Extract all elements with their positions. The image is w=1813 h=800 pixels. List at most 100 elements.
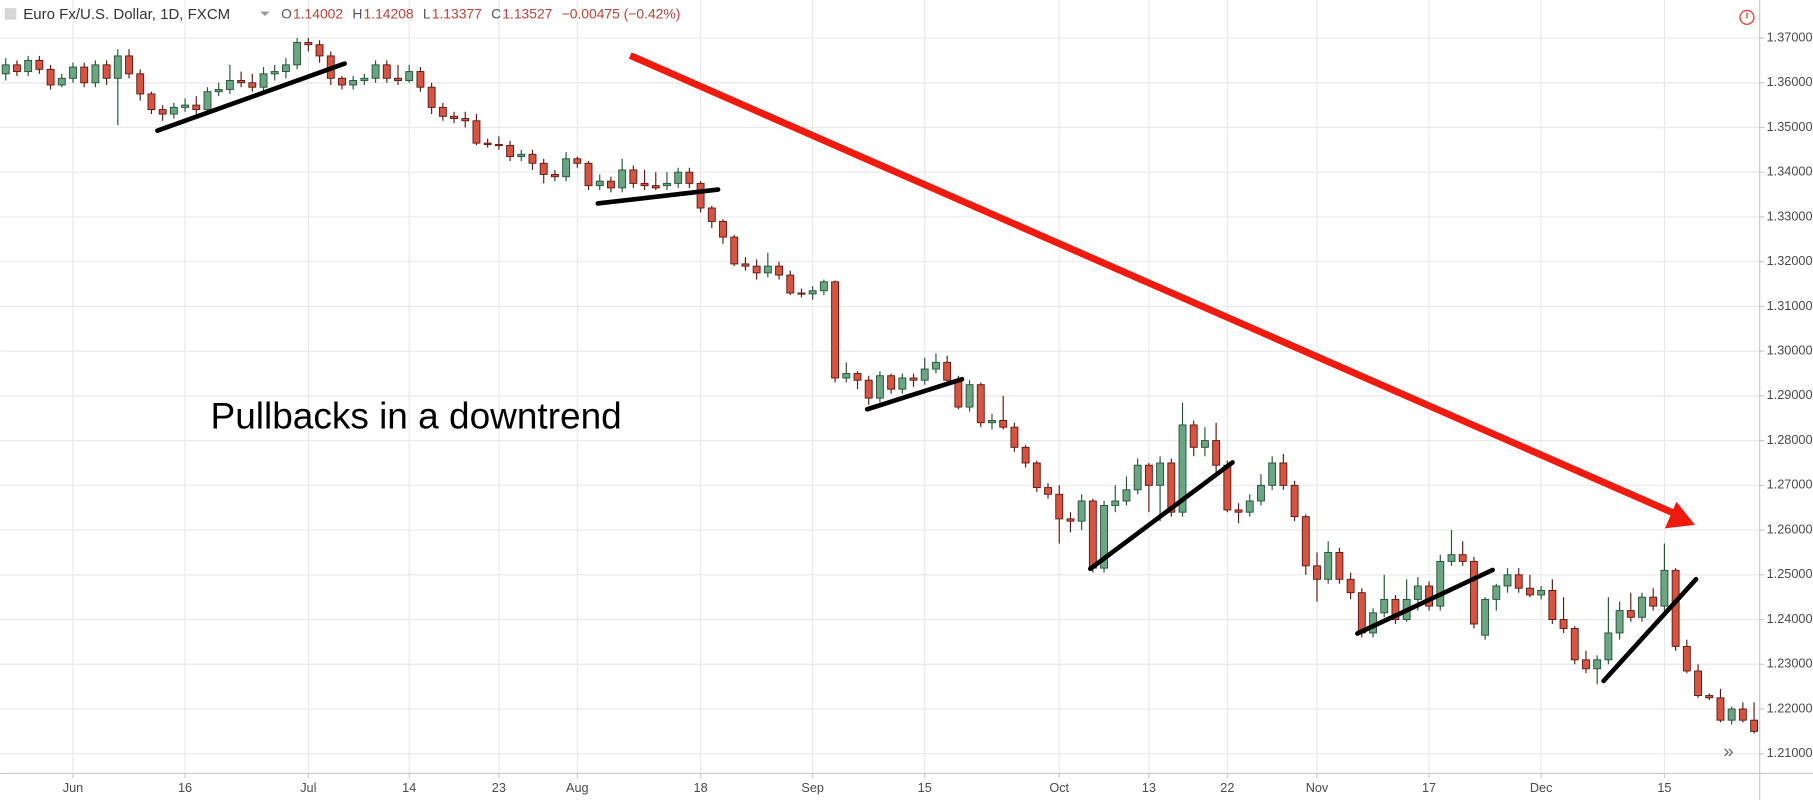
candle-body	[1514, 574, 1523, 589]
candle-body	[1447, 554, 1456, 562]
pullback-lines	[155, 61, 1699, 684]
candle-body	[1357, 592, 1366, 634]
candle-body	[214, 89, 223, 93]
candles	[1, 38, 1759, 734]
candle-body	[113, 55, 122, 79]
candle-body	[293, 42, 302, 66]
candle-body	[450, 115, 458, 120]
candle-body	[1178, 424, 1187, 513]
x-tick-label: 23	[492, 780, 506, 795]
candle-body	[1638, 596, 1646, 618]
x-tick-label: Jun	[63, 780, 83, 795]
candle-body	[853, 373, 862, 381]
candle-body	[1716, 697, 1725, 721]
x-tick-label: 18	[694, 780, 708, 795]
candle-body	[1346, 578, 1355, 594]
candle-body	[584, 162, 593, 187]
trend-arrow	[628, 52, 1676, 517]
candle-body	[1615, 610, 1624, 634]
symbol-menu[interactable]	[260, 11, 270, 17]
ohlc-label: O	[281, 6, 292, 22]
candle-body	[685, 171, 694, 184]
candle-body	[932, 361, 940, 370]
pullback-line	[1355, 567, 1495, 636]
candle-body	[539, 162, 548, 175]
pullback-line	[155, 61, 347, 133]
candle-body	[1257, 484, 1265, 502]
candle-body	[775, 265, 783, 276]
candle-body	[1380, 598, 1389, 614]
candle-body	[1200, 440, 1209, 448]
candle-body	[976, 384, 985, 424]
grid	[0, 0, 1760, 774]
candle-body	[719, 220, 727, 238]
candle-body	[1738, 708, 1747, 721]
candle-body	[550, 173, 559, 178]
candle-body	[1660, 569, 1669, 607]
candle-body	[797, 292, 806, 295]
x-tick-label: Dec	[1530, 780, 1553, 795]
candle-body	[640, 182, 649, 187]
candle-body	[875, 375, 884, 399]
candle-body	[1021, 446, 1030, 464]
x-tick-label: 15	[918, 780, 932, 795]
candle-body	[1234, 509, 1243, 513]
candle-body	[382, 64, 391, 79]
candle-body	[225, 80, 234, 90]
candle-body	[1750, 719, 1759, 732]
candle-body	[1324, 551, 1333, 580]
candle-body	[1122, 489, 1131, 502]
candle-body	[1525, 587, 1534, 596]
candle-body	[909, 377, 918, 381]
candle-body	[562, 158, 571, 178]
candle-body	[831, 281, 840, 379]
candle-body	[1290, 484, 1299, 518]
candle-body	[472, 120, 481, 144]
candle-body	[483, 142, 492, 145]
candle-body	[147, 93, 156, 111]
ohlc-value: 1.13527	[502, 6, 552, 22]
candle-body	[125, 55, 133, 75]
pullback-line	[595, 187, 721, 206]
x-tick-label: 17	[1422, 780, 1436, 795]
y-tick-label: 1.32000	[1767, 253, 1813, 268]
candle-body	[270, 71, 279, 75]
candle-body	[1, 64, 10, 75]
candle-body	[573, 158, 582, 164]
ohlc-label: H	[352, 6, 362, 22]
x-tick-label: Aug	[566, 780, 589, 795]
candle-body	[1492, 585, 1501, 600]
candle-body	[136, 73, 145, 95]
candle-body	[887, 375, 896, 390]
candle-body	[1582, 659, 1590, 670]
candle-body	[158, 109, 167, 115]
candle-body	[1032, 462, 1041, 489]
candle-body	[461, 118, 470, 122]
candle-body	[898, 377, 907, 390]
ohlc-value: 1.14208	[364, 6, 414, 22]
candle-body	[1055, 493, 1064, 520]
price-change: −0.00475 (−0.42%)	[562, 6, 681, 22]
candle-body	[988, 420, 996, 424]
annotation: Pullbacks in a downtrend	[211, 395, 622, 436]
candle-body	[259, 73, 268, 88]
x-tick-label: 13	[1142, 780, 1156, 795]
alert-icon[interactable]	[1739, 9, 1755, 25]
candle-body	[315, 44, 324, 57]
candle-body	[13, 64, 21, 73]
candle-body	[1503, 574, 1512, 587]
candle-body	[1189, 424, 1198, 448]
scroll-button[interactable]: »	[1723, 740, 1733, 761]
candle-body	[494, 144, 503, 147]
candle-body	[1436, 560, 1445, 607]
candle-body	[674, 171, 683, 184]
candle-body	[1301, 516, 1310, 567]
y-tick-label: 1.31000	[1767, 298, 1813, 313]
candle-body	[1111, 500, 1120, 506]
candle-body	[1727, 708, 1736, 721]
candle-body	[629, 169, 638, 184]
candle-body	[237, 80, 246, 84]
candle-body	[741, 263, 750, 267]
candle-body	[1391, 598, 1400, 620]
